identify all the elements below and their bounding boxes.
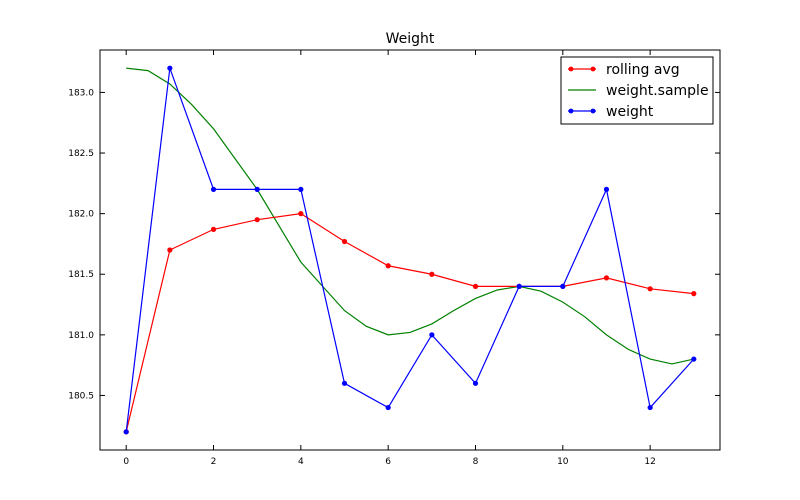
data-point-rolling-avg <box>210 226 217 232</box>
data-point-rolling-avg <box>298 211 304 217</box>
series-layer <box>123 65 697 435</box>
axis-ticks: 0 2 4 6 8 10 12 180.5 181.0 181.5 182.0 182.5 183.0 <box>68 50 720 467</box>
data-point-weight <box>603 186 610 192</box>
data-point-rolling-avg <box>341 238 348 245</box>
legend-marker-weight <box>590 108 596 114</box>
data-point-rolling-avg <box>691 291 697 297</box>
legend-label-weight-sample: weight.sample <box>606 83 709 99</box>
data-point-rolling-avg <box>429 271 435 277</box>
data-point-weight <box>298 186 304 192</box>
data-point-rolling-avg <box>254 217 260 223</box>
y-tick-label: 181.0 <box>68 331 94 341</box>
legend-label-rolling-avg: rolling avg <box>606 62 680 78</box>
series-line-rolling-avg <box>125 213 694 432</box>
data-point-weight <box>516 283 522 289</box>
y-tick-label: 182.0 <box>68 210 94 220</box>
data-point-weight <box>385 404 391 411</box>
y-tick-label: 182.5 <box>68 149 94 159</box>
legend-marker-weight <box>568 108 574 114</box>
data-point-rolling-avg <box>647 286 653 292</box>
legend-label-weight: weight <box>606 104 654 120</box>
data-point-weight <box>167 65 173 71</box>
data-point-rolling-avg <box>167 247 173 253</box>
x-tick-label: 12 <box>644 457 655 467</box>
data-point-weight <box>123 429 129 435</box>
data-point-weight <box>560 283 566 289</box>
series-line-weight-sample <box>126 67 694 365</box>
data-point-rolling-avg <box>603 275 610 281</box>
chart-title: Weight <box>386 31 435 47</box>
y-tick-label: 183.0 <box>68 88 94 98</box>
y-tick-label: 180.5 <box>68 391 94 401</box>
data-point-weight <box>210 186 217 192</box>
legend-marker-rolling-avg <box>590 66 596 72</box>
legend-marker-rolling-avg <box>568 66 574 72</box>
series-line-weight <box>125 67 695 432</box>
legend: rolling avg weight.sample weight <box>560 56 714 125</box>
x-tick-label: 6 <box>385 457 391 467</box>
data-point-weight <box>472 380 479 386</box>
x-tick-label: 8 <box>473 457 479 467</box>
data-point-weight <box>254 186 260 192</box>
y-tick-label: 181.5 <box>68 270 94 280</box>
x-tick-label: 4 <box>298 457 304 467</box>
data-point-weight <box>647 404 653 411</box>
data-point-weight <box>691 356 697 362</box>
x-tick-label: 0 <box>123 457 129 467</box>
data-point-rolling-avg <box>472 283 479 289</box>
data-point-weight <box>341 380 348 386</box>
data-point-weight <box>429 332 435 338</box>
x-tick-label: 10 <box>557 457 569 467</box>
x-tick-label: 2 <box>211 457 217 467</box>
data-point-rolling-avg <box>385 263 391 269</box>
